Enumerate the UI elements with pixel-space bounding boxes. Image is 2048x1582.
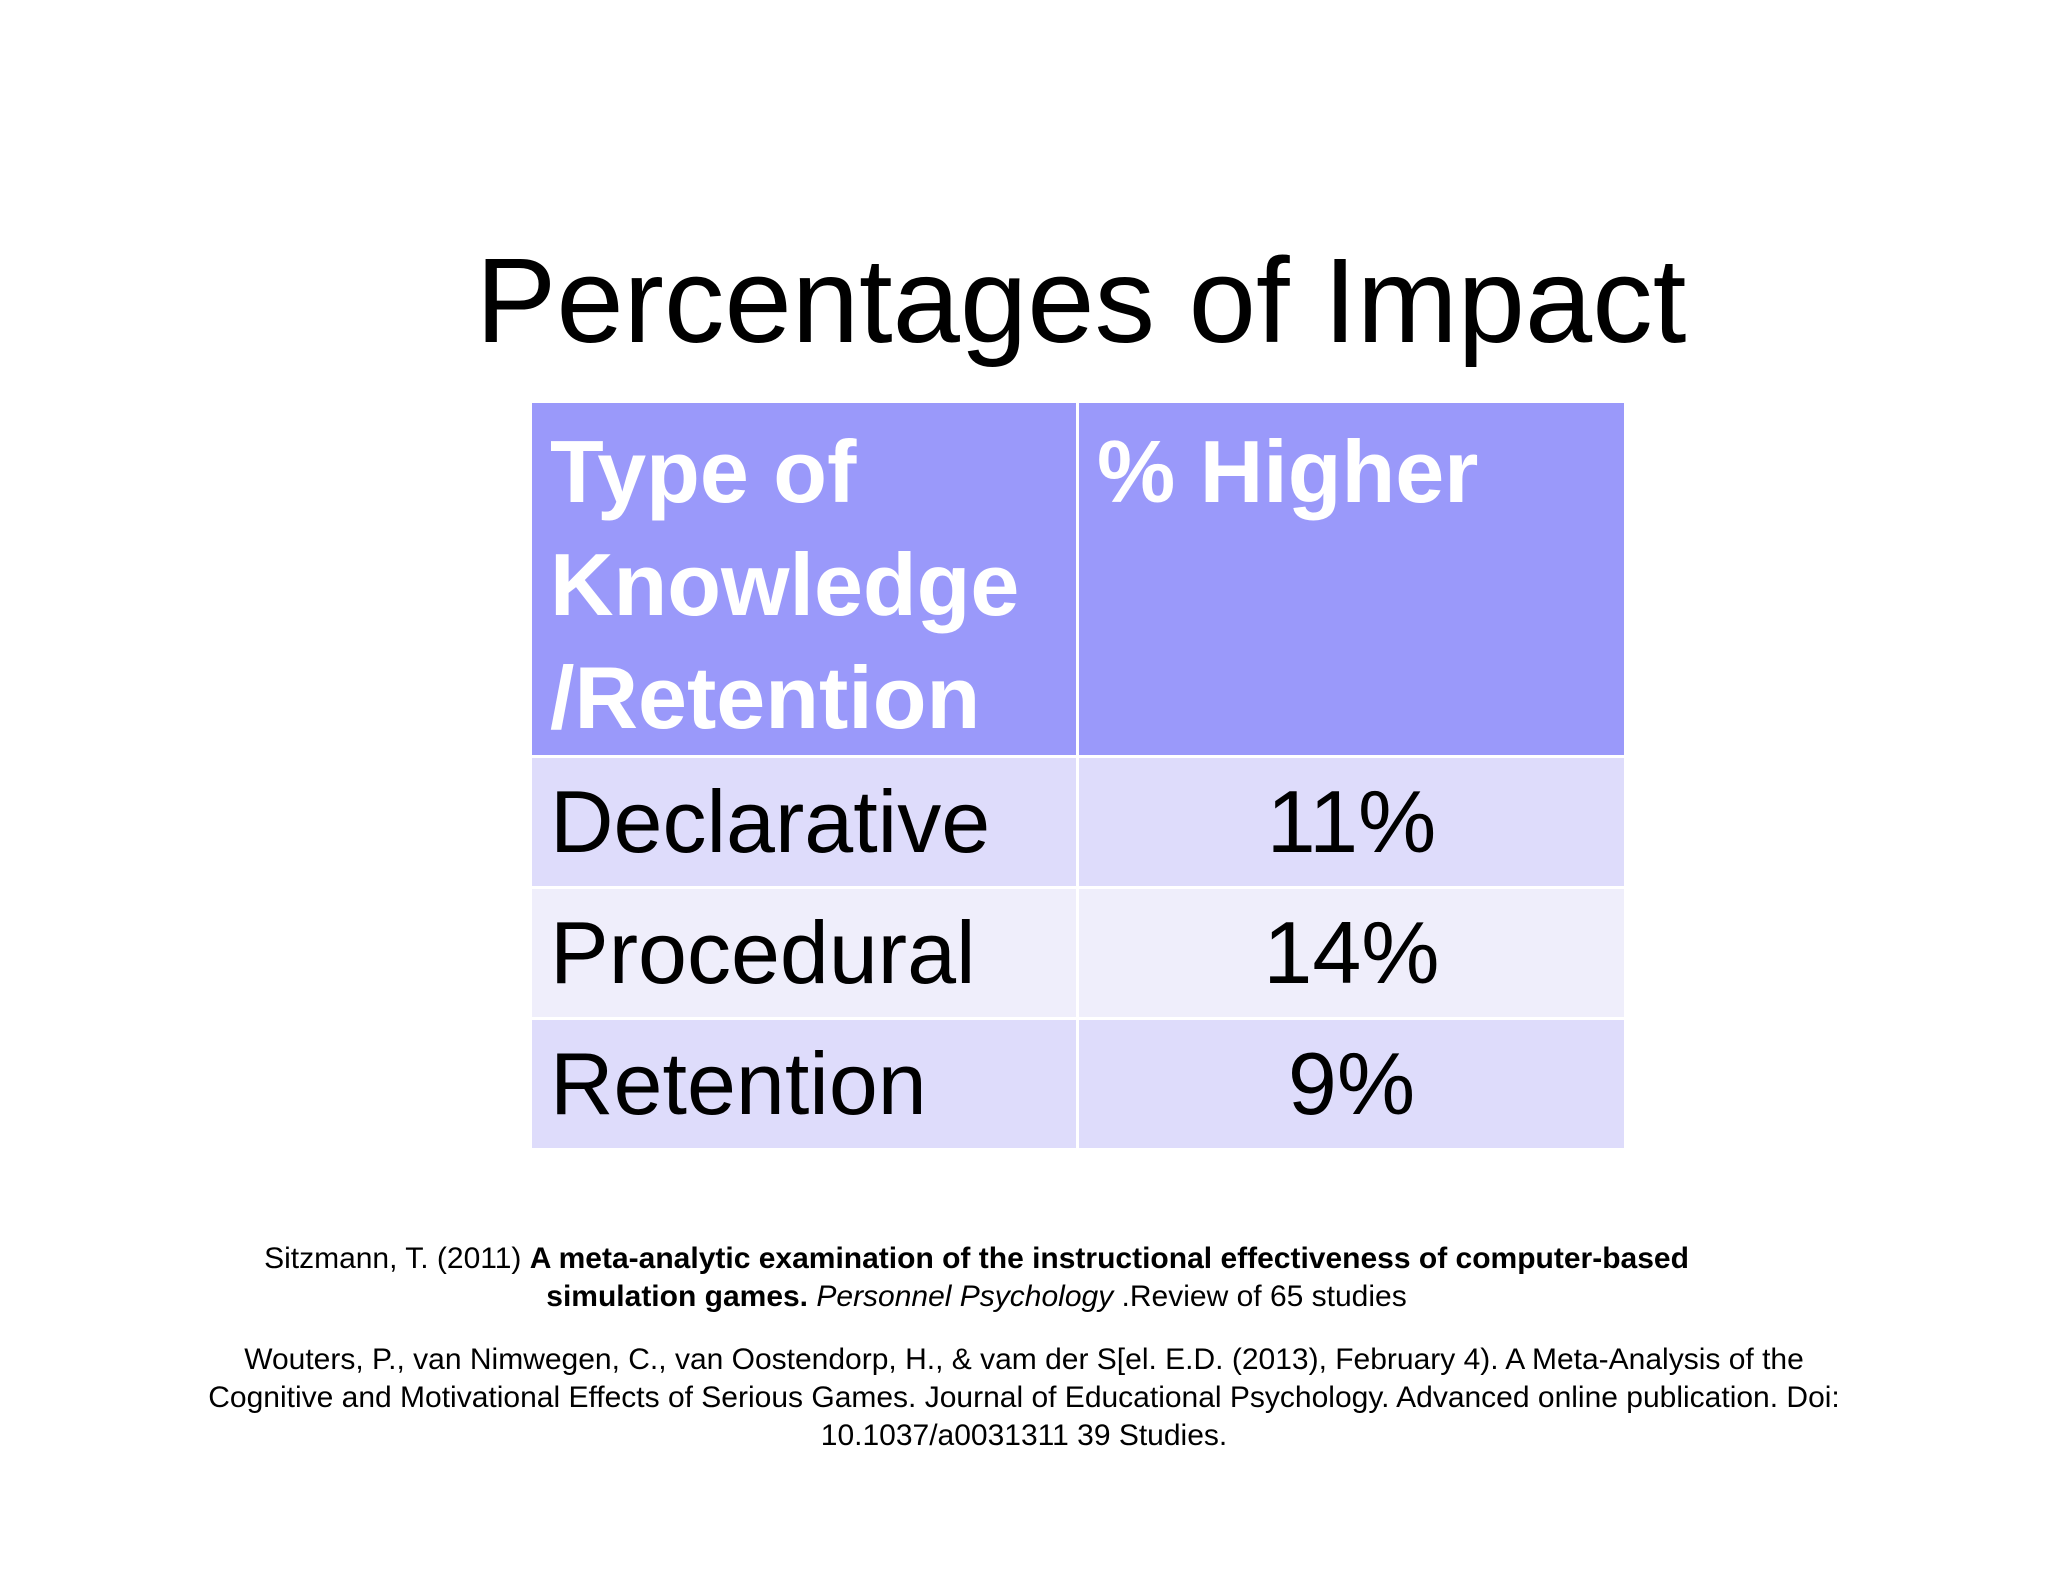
- table-row: Retention 9%: [529, 1017, 1627, 1151]
- citation-journal: Personnel Psychology: [816, 1280, 1114, 1313]
- percent-cell: 14%: [1076, 886, 1627, 1020]
- citation-line: 10.1037/a0031311 39 Studies.: [820, 1419, 1228, 1452]
- citation-line: Wouters, P., van Nimwegen, C., van Ooste…: [244, 1343, 1804, 1376]
- knowledge-type-cell: Retention: [529, 1017, 1079, 1151]
- citation-line: simulation games. Personnel Psychology .…: [0, 1278, 1953, 1316]
- knowledge-type-cell: Procedural: [529, 886, 1079, 1020]
- header-percent-higher: % Higher: [1076, 400, 1627, 758]
- table-row: Declarative 11%: [529, 755, 1627, 889]
- citation-line: Sitzmann, T. (2011) A meta-analytic exam…: [0, 1240, 1953, 1278]
- header-type-of-knowledge: Type of Knowledge /Retention: [529, 400, 1079, 758]
- slide-title: Percentages of Impact: [475, 232, 1687, 368]
- citation-line: Cognitive and Motivational Effects of Se…: [208, 1381, 1840, 1414]
- table-row: Procedural 14%: [529, 886, 1627, 1020]
- citation-sitzmann: Sitzmann, T. (2011) A meta-analytic exam…: [0, 1240, 2048, 1316]
- citation-authors: Sitzmann, T. (2011): [264, 1242, 530, 1275]
- citation-title: simulation games.: [546, 1280, 809, 1313]
- header-line: /Retention: [550, 648, 981, 747]
- percent-cell: 9%: [1076, 1017, 1627, 1151]
- knowledge-type-cell: Declarative: [529, 755, 1079, 889]
- impact-table: Type of Knowledge /Retention % Higher De…: [529, 400, 1627, 1151]
- header-line: Knowledge: [550, 535, 1020, 634]
- percent-cell: 11%: [1076, 755, 1627, 889]
- citation-title: A meta-analytic examination of the instr…: [529, 1242, 1689, 1275]
- table-header-row: Type of Knowledge /Retention % Higher: [529, 400, 1627, 758]
- citation-wouters: Wouters, P., van Nimwegen, C., van Ooste…: [0, 1341, 2048, 1455]
- header-line: Type of: [550, 422, 857, 521]
- citation-note: .Review of 65 studies: [1113, 1280, 1407, 1313]
